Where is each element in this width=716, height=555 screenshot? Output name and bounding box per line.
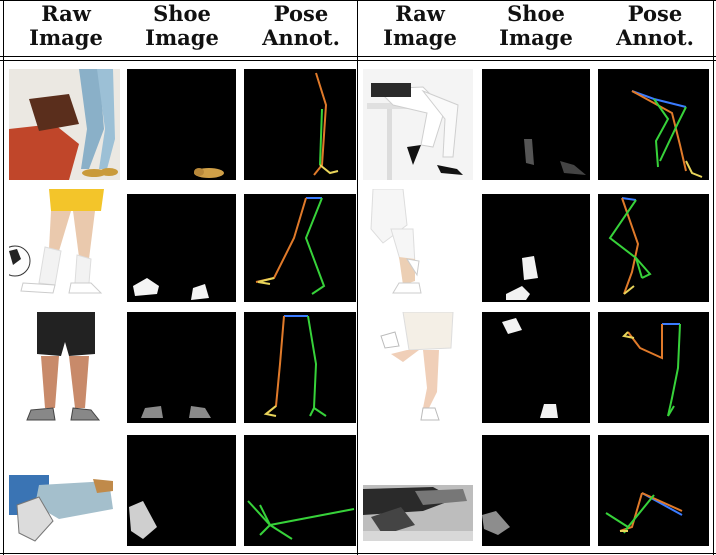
raw-image-r4-left [9, 435, 120, 546]
header-rule-bottom [0, 60, 716, 61]
raw-image-r1-left [9, 69, 120, 180]
bottom-rule [0, 553, 716, 554]
pose-annot-r4-left [244, 435, 356, 546]
shoe-image-r2-right [482, 194, 590, 302]
center-rule [357, 0, 358, 555]
header-raw-image-left: Raw Image [29, 1, 103, 50]
shoe-image-r1-right [482, 69, 590, 180]
shoe-image-r4-right [482, 435, 590, 546]
raw-image-r3-left [9, 312, 120, 423]
left-rule [3, 0, 4, 555]
pose-annot-r1-right [598, 69, 709, 180]
raw-image-r4-right [363, 435, 473, 546]
shoe-image-r1-left [127, 69, 236, 180]
shoe-image-r2-left [127, 194, 236, 302]
pose-annot-r4-right [598, 435, 709, 546]
header-shoe-image-right: Shoe Image [499, 1, 573, 50]
header-rule-top [0, 56, 716, 57]
right-rule [713, 0, 714, 555]
header-pose-annot-left: Pose Annot. [262, 1, 340, 50]
raw-image-r3-right [363, 312, 473, 423]
shoe-image-r3-left [127, 312, 236, 423]
pose-annot-r2-left [244, 194, 356, 302]
shoe-image-r3-right [482, 312, 590, 423]
header-raw-image-right: Raw Image [383, 1, 457, 50]
header-pose-annot-right: Pose Annot. [616, 1, 694, 50]
raw-image-r2-right [363, 189, 473, 300]
pose-annot-r2-right [598, 194, 709, 302]
pose-annot-r3-right [598, 312, 709, 423]
pose-annot-r3-left [244, 312, 356, 423]
pose-annot-r1-left [244, 69, 356, 180]
header-shoe-image-left: Shoe Image [145, 1, 219, 50]
raw-image-r1-right [363, 69, 473, 180]
shoe-image-r4-left [127, 435, 236, 546]
raw-image-r2-left [9, 189, 120, 300]
top-rule [0, 0, 716, 1]
